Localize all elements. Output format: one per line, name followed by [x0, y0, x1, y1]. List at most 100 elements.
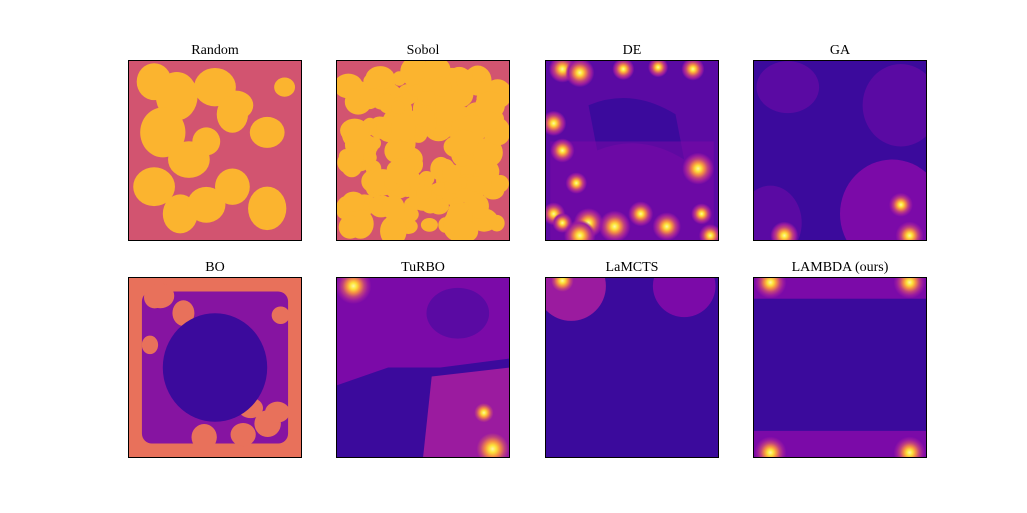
sample-region	[133, 167, 175, 207]
hotspot	[550, 138, 575, 163]
hotspot	[472, 428, 510, 458]
sample-region	[478, 111, 501, 130]
sample-region	[271, 306, 290, 324]
sample-region	[248, 186, 287, 231]
panel-title: LaMCTS	[606, 260, 659, 275]
sample-region	[174, 301, 194, 324]
heatmap	[753, 277, 927, 458]
sample-region	[359, 89, 380, 110]
sample-region	[420, 218, 438, 232]
sample-region	[191, 423, 217, 451]
hotspot	[565, 172, 588, 194]
sample-region	[475, 91, 505, 120]
sample-region	[448, 129, 479, 157]
hotspot	[682, 152, 715, 185]
panel-sobol: Sobol	[336, 43, 510, 241]
sample-region	[489, 214, 505, 232]
sample-region	[363, 73, 383, 89]
hotspot	[564, 219, 596, 241]
low-region	[426, 287, 490, 339]
sample-region	[187, 186, 226, 223]
sample-region	[391, 100, 406, 114]
hotspot	[893, 277, 926, 299]
sample-region	[338, 215, 362, 239]
mid-region	[753, 277, 927, 299]
sample-region	[468, 193, 489, 219]
mid-region	[652, 277, 716, 318]
panel-frame	[545, 277, 719, 458]
panel-bo: BO	[128, 260, 302, 458]
sample-region	[416, 185, 432, 200]
sample-region	[192, 127, 221, 156]
sample-region	[408, 84, 423, 97]
sample-region	[337, 150, 363, 174]
sample-region	[390, 113, 417, 142]
sample-region	[363, 150, 377, 165]
mid-region	[840, 159, 927, 241]
panel-title: BO	[205, 260, 224, 275]
hotspot	[652, 212, 682, 241]
hotspot	[471, 400, 496, 425]
panel-lamcts: LaMCTS	[545, 260, 719, 458]
panel-title: LAMBDA (ours)	[792, 260, 889, 275]
hotspot	[628, 201, 654, 227]
hotspot	[565, 60, 595, 88]
panel-lambda-ours: LAMBDA (ours)	[753, 260, 927, 458]
sample-region	[249, 116, 285, 148]
panel-frame	[753, 60, 927, 241]
heatmap	[128, 277, 302, 458]
sample-region	[473, 137, 503, 168]
hotspot	[698, 224, 719, 241]
mid-region	[862, 64, 927, 147]
mid-region	[756, 61, 820, 114]
hotspot	[648, 60, 669, 78]
sample-region	[442, 164, 461, 183]
sample-region	[466, 176, 485, 192]
panel-random: Random	[128, 43, 302, 241]
hotspot	[895, 221, 924, 241]
hotspot	[888, 192, 913, 217]
sample-region	[378, 93, 396, 114]
panel-ga: GA	[753, 43, 927, 241]
panel-frame	[336, 60, 510, 241]
heatmap	[545, 277, 719, 458]
sample-region	[454, 220, 479, 241]
panel-title: Random	[191, 43, 239, 58]
panel-turbo: TuRBO	[336, 260, 510, 458]
sample-region	[491, 174, 509, 193]
sample-region	[216, 95, 249, 133]
panel-frame	[128, 277, 302, 458]
panel-frame	[545, 60, 719, 241]
sample-region	[141, 335, 159, 355]
sample-region	[418, 77, 434, 92]
sample-region	[215, 168, 250, 205]
hotspot	[336, 277, 372, 305]
sample-region	[472, 66, 486, 83]
sample-region	[146, 283, 175, 309]
hotspot	[545, 110, 567, 136]
heatmap	[128, 60, 302, 241]
sample-region	[432, 182, 448, 196]
sample-region	[340, 118, 370, 143]
heatmap-background	[753, 277, 927, 458]
sample-region	[230, 422, 256, 447]
sample-region	[342, 191, 365, 212]
panel-title: DE	[623, 43, 642, 58]
panel-de: DE	[545, 43, 719, 241]
panel-title: GA	[830, 43, 851, 58]
sample-region	[435, 90, 465, 122]
hotspot	[548, 277, 577, 295]
heatmap	[336, 60, 510, 241]
sample-region	[265, 401, 290, 423]
sample-region	[412, 107, 436, 127]
hotspot	[681, 60, 705, 81]
sample-region	[382, 195, 405, 221]
hotspot	[754, 277, 787, 299]
panel-frame	[336, 277, 510, 458]
sample-region	[475, 159, 500, 184]
sample-region	[380, 215, 407, 241]
hotspot	[691, 203, 713, 225]
panel-title: Sobol	[407, 43, 440, 58]
panel-frame	[753, 277, 927, 458]
